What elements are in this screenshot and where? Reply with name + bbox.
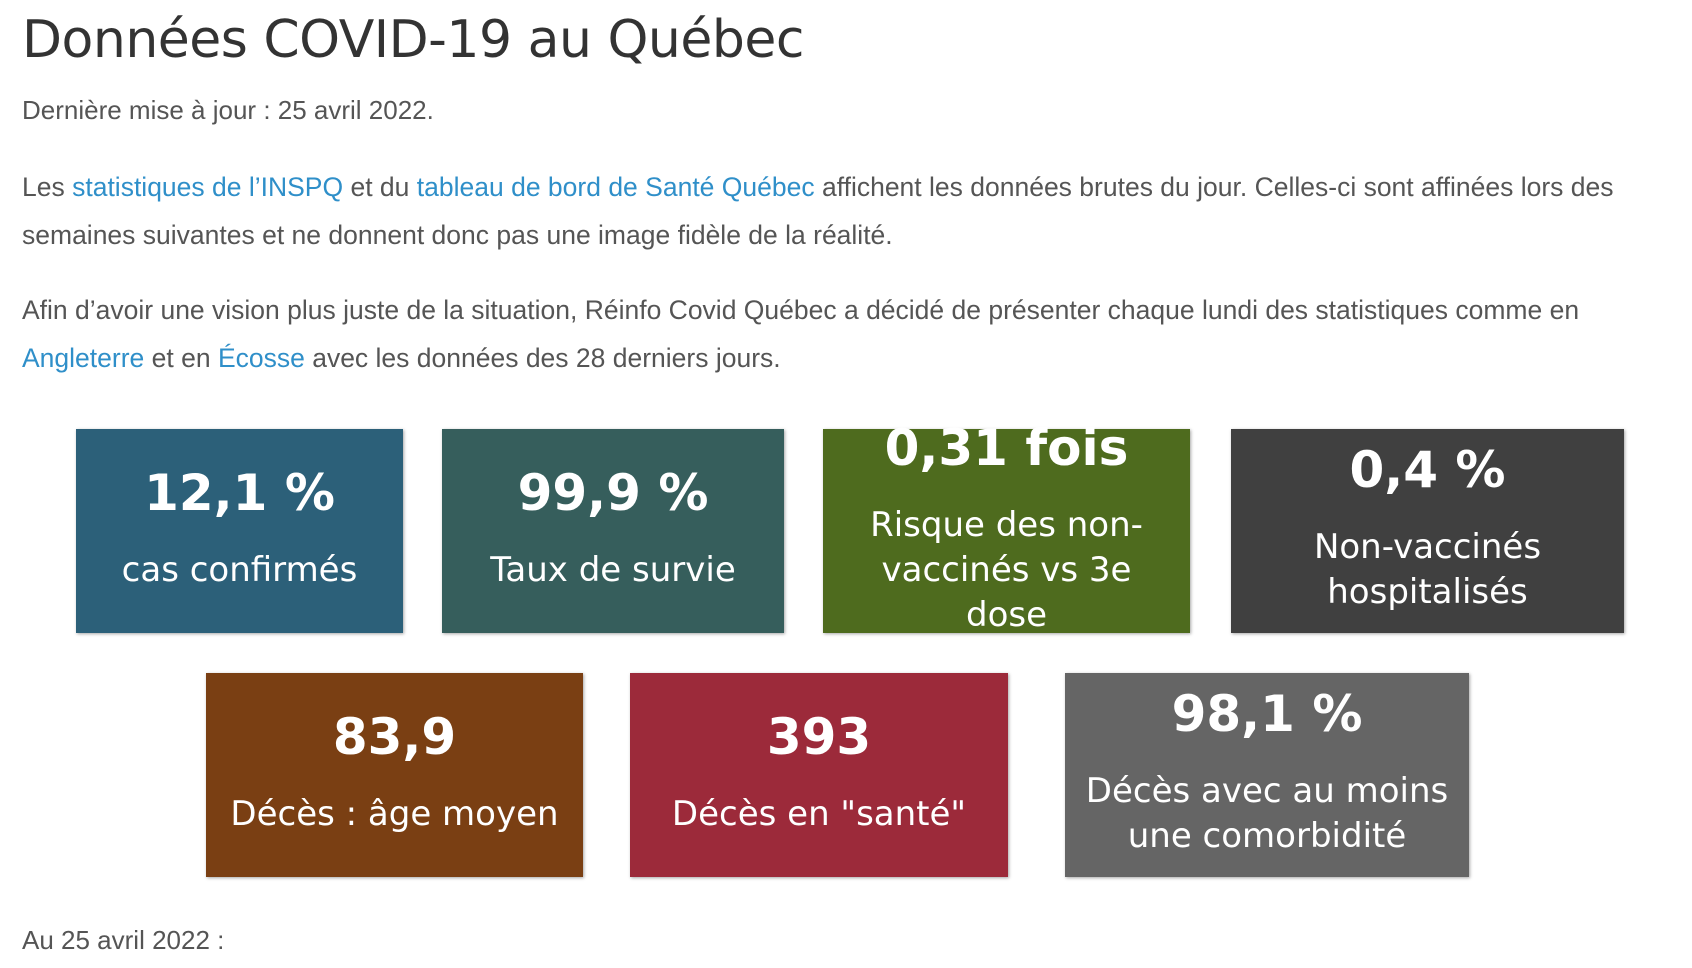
stat-tile: 393 Décès en "santé" — [630, 673, 1008, 877]
stat-value: 0,31 fois — [884, 418, 1129, 477]
stat-tile: 0,4 % Non-vaccinés hospitalisés — [1231, 429, 1624, 633]
stat-label: Taux de survie — [490, 549, 736, 590]
page-title: Données COVID-19 au Québec — [22, 10, 804, 70]
stat-value: 12,1 % — [144, 463, 335, 522]
stat-tile: 99,9 % Taux de survie — [442, 429, 784, 633]
text: Les — [22, 172, 73, 202]
stat-label: Non-vaccinés hospitalisés — [1313, 527, 1542, 612]
paragraph: Afin d’avoir une vision plus juste de la… — [22, 286, 1682, 382]
paragraph: Les statistiques de l’INSPQ et du tablea… — [22, 163, 1682, 259]
stat-value: 98,1 % — [1171, 685, 1363, 743]
stat-tile: 0,31 fois Risque des non-vaccinés vs 3e d… — [823, 419, 1190, 635]
text: et en — [144, 343, 218, 373]
link[interactable]: tableau de bord de Santé Québec — [416, 172, 815, 202]
stat-value: 99,9 % — [517, 463, 709, 522]
stat-label: Décès en "santé" — [671, 793, 967, 834]
text: et du — [343, 172, 417, 202]
stat-tile: 83,9 Décès : âge moyen — [206, 673, 583, 877]
stat-tile: 12,1 % cas confirmés — [76, 429, 403, 633]
link[interactable]: Écosse — [217, 343, 305, 373]
stat-label: cas confirmés — [121, 549, 358, 590]
footer-date: Au 25 avril 2022 : — [22, 925, 225, 955]
update-date: Dernière mise à jour : 25 avril 2022. — [22, 95, 434, 125]
stat-label: Risque des non-vaccinés vs 3e dose — [870, 504, 1143, 635]
text: affichent les données brutes du jour. Ce… — [22, 172, 1614, 250]
stat-tile: 98,1 % Décès avec au moins une comorbidit… — [1065, 673, 1469, 877]
stat-value: 0,4 % — [1349, 441, 1506, 499]
text: Afin d’avoir une vision plus juste de la… — [22, 295, 1580, 325]
link[interactable]: statistiques de l’INSPQ — [72, 172, 344, 202]
stat-label: Décès : âge moyen — [230, 793, 559, 834]
text: avec les données des 28 derniers jours. — [304, 343, 781, 373]
stat-value: 393 — [766, 707, 872, 766]
stat-value: 83,9 — [332, 707, 457, 766]
stat-label: Décès avec au moins une comorbidité — [1085, 771, 1449, 856]
link[interactable]: Angleterre — [22, 343, 145, 373]
